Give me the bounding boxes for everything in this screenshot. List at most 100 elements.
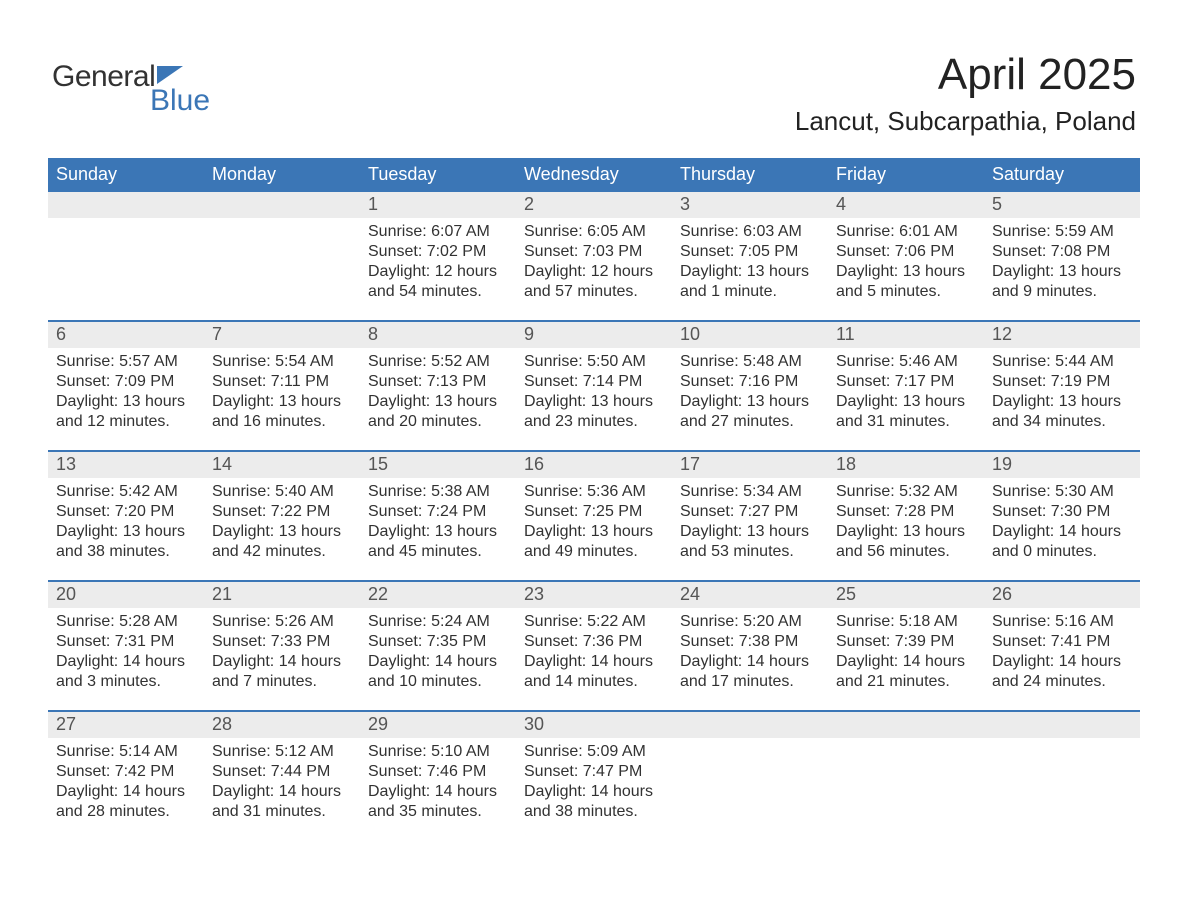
cell-line: Sunrise: 5:46 AM [836, 352, 976, 372]
cell-line: and 34 minutes. [992, 412, 1132, 432]
cell-line: Sunset: 7:27 PM [680, 502, 820, 522]
cell-body: Sunrise: 5:50 AMSunset: 7:14 PMDaylight:… [516, 348, 672, 450]
cell-body: Sunrise: 5:34 AMSunset: 7:27 PMDaylight:… [672, 478, 828, 580]
cell-line: Sunset: 7:44 PM [212, 762, 352, 782]
cell-line: and 57 minutes. [524, 282, 664, 302]
cell-line: Daylight: 13 hours [836, 392, 976, 412]
cell-body: Sunrise: 5:36 AMSunset: 7:25 PMDaylight:… [516, 478, 672, 580]
cell-line: Daylight: 13 hours [368, 392, 508, 412]
day-number: 9 [516, 322, 672, 348]
cell-line: Sunset: 7:36 PM [524, 632, 664, 652]
cell-line: Sunrise: 5:57 AM [56, 352, 196, 372]
day-number: 26 [984, 582, 1140, 608]
calendar-cell: 13Sunrise: 5:42 AMSunset: 7:20 PMDayligh… [48, 452, 204, 580]
cell-line: Daylight: 14 hours [368, 782, 508, 802]
day-number: 2 [516, 192, 672, 218]
dayname: Monday [204, 158, 360, 192]
day-number: 5 [984, 192, 1140, 218]
cell-line: Sunrise: 5:48 AM [680, 352, 820, 372]
header: April 2025 Lancut, Subcarpathia, Poland [795, 50, 1136, 137]
cell-line: Daylight: 12 hours [368, 262, 508, 282]
day-number: 28 [204, 712, 360, 738]
cell-line: Daylight: 13 hours [56, 392, 196, 412]
cell-line: Daylight: 14 hours [680, 652, 820, 672]
cell-line: Sunrise: 5:38 AM [368, 482, 508, 502]
calendar-cell: 5Sunrise: 5:59 AMSunset: 7:08 PMDaylight… [984, 192, 1140, 320]
cell-line: Sunrise: 5:22 AM [524, 612, 664, 632]
cell-line: and 49 minutes. [524, 542, 664, 562]
cell-line: Sunset: 7:38 PM [680, 632, 820, 652]
day-number: 15 [360, 452, 516, 478]
cell-body: Sunrise: 5:59 AMSunset: 7:08 PMDaylight:… [984, 218, 1140, 320]
calendar-cell: 6Sunrise: 5:57 AMSunset: 7:09 PMDaylight… [48, 322, 204, 450]
calendar-cell: 18Sunrise: 5:32 AMSunset: 7:28 PMDayligh… [828, 452, 984, 580]
cell-line: Sunrise: 5:26 AM [212, 612, 352, 632]
calendar-cell [828, 712, 984, 840]
cell-line: Daylight: 13 hours [56, 522, 196, 542]
day-number: 23 [516, 582, 672, 608]
cell-line: Sunset: 7:42 PM [56, 762, 196, 782]
cell-line: and 0 minutes. [992, 542, 1132, 562]
calendar-week: 27 Sunrise: 5:14 AMSunset: 7:42 PM Dayligh… [48, 710, 1140, 840]
calendar: Sunday Monday Tuesday Wednesday Thursday… [48, 158, 1140, 840]
cell-line: Sunset: 7:28 PM [836, 502, 976, 522]
cell-line: Sunset: 7:35 PM [368, 632, 508, 652]
cell-line: and 16 minutes. [212, 412, 352, 432]
cell-line: Daylight: 13 hours [836, 262, 976, 282]
cell-line: Sunrise: 5:52 AM [368, 352, 508, 372]
dayname: Sunday [48, 158, 204, 192]
calendar-cell: 23Sunrise: 5:22 AMSunset: 7:36 PMDayligh… [516, 582, 672, 710]
day-number: 4 [828, 192, 984, 218]
cell-line: Sunset: 7:31 PM [56, 632, 196, 652]
calendar-cell: 28Sunrise: 5:12 AMSunset: 7:44 PMDayligh… [204, 712, 360, 840]
logo-text-1: General [52, 60, 155, 93]
cell-line: Sunset: 7:33 PM [212, 632, 352, 652]
day-number: 12 [984, 322, 1140, 348]
cell-body [984, 738, 1140, 760]
cell-line: Sunset: 7:46 PM [368, 762, 508, 782]
day-number: 24 [672, 582, 828, 608]
day-number: 30 [516, 712, 672, 738]
cell-line: and 20 minutes. [368, 412, 508, 432]
day-number [672, 712, 828, 738]
cell-line: and 17 minutes. [680, 672, 820, 692]
cell-line: Daylight: 14 hours [212, 782, 352, 802]
cell-body [48, 218, 204, 240]
cell-line: Daylight: 14 hours [992, 652, 1132, 672]
calendar-cell [204, 192, 360, 320]
day-number: 1 [360, 192, 516, 218]
day-number: 18 [828, 452, 984, 478]
day-number: 27 [48, 712, 204, 738]
cell-body: Sunrise: 5:09 AMSunset: 7:47 PMDaylight:… [516, 738, 672, 840]
cell-line: and 9 minutes. [992, 282, 1132, 302]
cell-line: Sunrise: 5:16 AM [992, 612, 1132, 632]
cell-body: Sunrise: 5:10 AMSunset: 7:46 PMDaylight:… [360, 738, 516, 840]
cell-line: and 5 minutes. [836, 282, 976, 302]
cell-line: Sunrise: 5:20 AM [680, 612, 820, 632]
day-number: 19 [984, 452, 1140, 478]
cell-line: Sunrise: 5:14 AM [56, 742, 196, 762]
cell-line: and 28 minutes. [56, 802, 196, 822]
cell-line: and 14 minutes. [524, 672, 664, 692]
cell-line: and 3 minutes. [56, 672, 196, 692]
cell-line: Sunrise: 5:10 AM [368, 742, 508, 762]
calendar-cell: 30Sunrise: 5:09 AMSunset: 7:47 PMDayligh… [516, 712, 672, 840]
day-number [48, 192, 204, 218]
calendar-cell: 27Sunrise: 5:14 AMSunset: 7:42 PMDayligh… [48, 712, 204, 840]
day-number: 13 [48, 452, 204, 478]
cell-line: Sunrise: 5:09 AM [524, 742, 664, 762]
cell-line: Sunset: 7:47 PM [524, 762, 664, 782]
calendar-cell: 20Sunrise: 5:28 AMSunset: 7:31 PMDayligh… [48, 582, 204, 710]
cell-line: Daylight: 13 hours [992, 392, 1132, 412]
page-title: April 2025 [795, 50, 1136, 100]
cell-body: Sunrise: 5:24 AMSunset: 7:35 PMDaylight:… [360, 608, 516, 710]
calendar-cell: 1Sunrise: 6:07 AMSunset: 7:02 PMDaylight… [360, 192, 516, 320]
cell-body: Sunrise: 5:54 AMSunset: 7:11 PMDaylight:… [204, 348, 360, 450]
cell-line: and 38 minutes. [524, 802, 664, 822]
cell-line: Sunrise: 6:03 AM [680, 222, 820, 242]
cell-line: Sunset: 7:25 PM [524, 502, 664, 522]
cell-line: Daylight: 13 hours [524, 392, 664, 412]
day-number: 3 [672, 192, 828, 218]
cell-line: Sunset: 7:14 PM [524, 372, 664, 392]
cell-line: Sunset: 7:09 PM [56, 372, 196, 392]
